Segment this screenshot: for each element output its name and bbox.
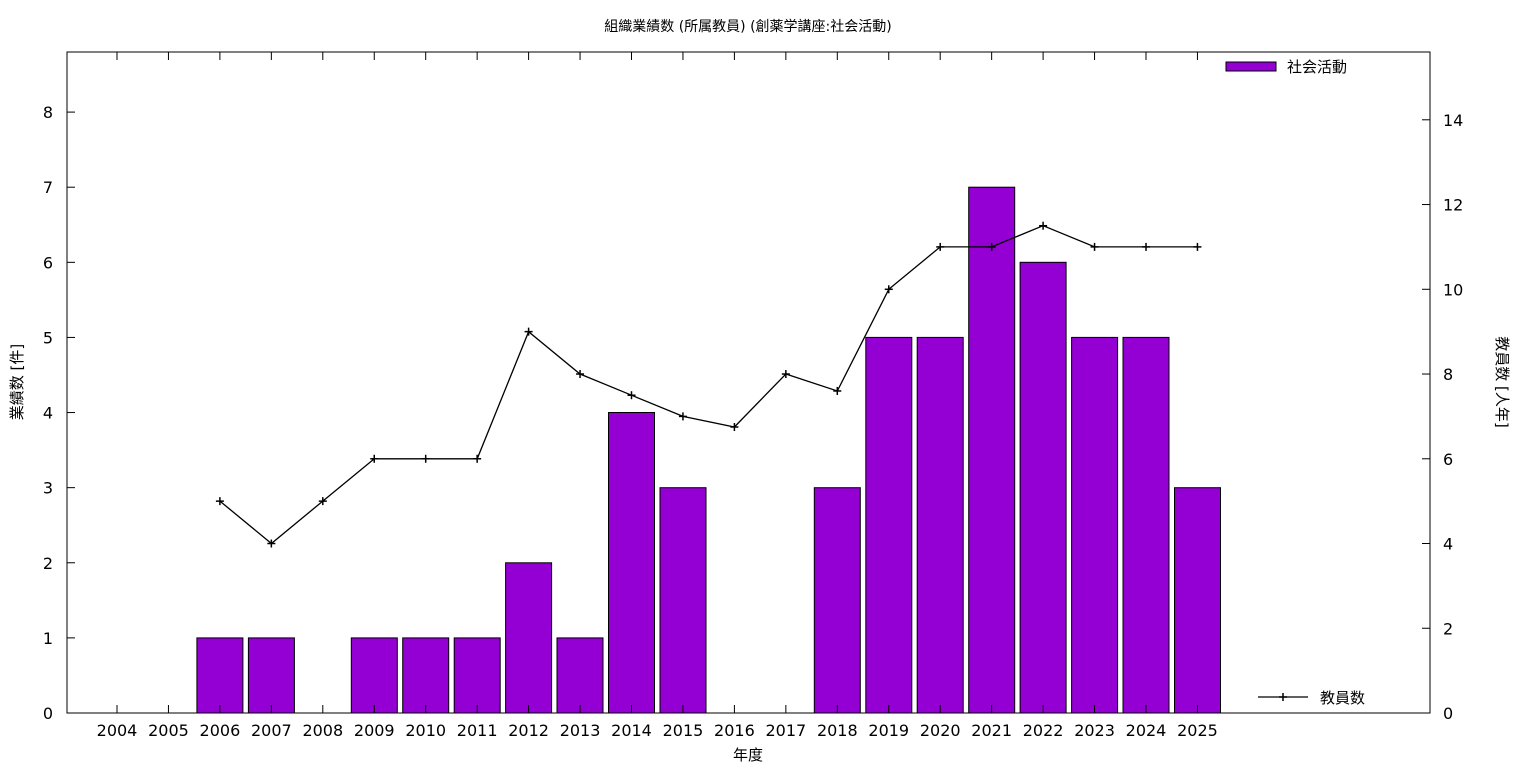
x-tick-label: 2007 [251,721,292,740]
point-2007 [267,539,276,548]
x-tick-label: 2024 [1126,721,1167,740]
x-tick-label: 2020 [920,721,961,740]
legend-bar-label: 社会活動 [1287,58,1347,76]
y-tick-label: 4 [43,404,53,423]
x-tick-label: 2019 [868,721,909,740]
y2-tick-label: 10 [1443,280,1463,299]
x-tick-label: 2021 [971,721,1012,740]
y-tick-label: 7 [43,178,53,197]
bar-2012 [505,562,553,714]
point-2009 [370,454,379,463]
bar-2015 [659,487,707,714]
point-2020 [936,242,945,251]
point-2023 [1090,242,1099,251]
point-2024 [1142,242,1150,251]
legend-bar: 社会活動 [1225,58,1347,76]
x-tick-label: 2016 [714,721,755,740]
y2-tick-label: 0 [1443,704,1453,723]
y2-tick-label: 6 [1443,450,1453,469]
point-2014 [627,391,636,400]
x-tick-label: 2012 [508,721,549,740]
point-2012 [524,327,533,336]
y-tick-label: 3 [43,479,53,498]
y2-tick-label: 8 [1443,365,1453,384]
y-axis-title: 業績数 [件] [8,344,26,420]
y2-tick-label: 4 [1443,535,1453,554]
plot-frame [66,51,1431,714]
y-tick-label: 5 [43,328,53,347]
x-tick-label: 2022 [1023,721,1064,740]
bar-2009 [350,637,398,714]
line-layer [215,221,1202,548]
bar-2013 [556,637,604,714]
y2-tick-label: 12 [1443,196,1463,215]
y-tick-label: 1 [43,629,53,648]
x-axis-ticks: 2004 2005 2006 2007 2008 2009 2010 2011 2012 2013… [97,52,1218,740]
x-tick-label: 2008 [302,721,343,740]
y-tick-label: 0 [43,704,53,723]
x-tick-label: 2025 [1177,721,1218,740]
bar-2022 [1019,261,1067,714]
point-2015 [678,412,687,421]
y-tick-label: 8 [43,103,53,122]
legend-line-label: 教員数 [1320,689,1365,707]
bar-2019 [865,336,913,714]
x-tick-label: 2005 [148,721,189,740]
bar-2023 [1071,336,1119,714]
x-tick-label: 2006 [200,721,241,740]
bars-layer [196,186,1221,714]
y-tick-label: 2 [43,554,53,573]
faculty-count-line [219,224,1198,545]
bar-2021 [968,186,1016,714]
y2-tick-label: 2 [1443,619,1453,638]
x-tick-label: 2009 [354,721,395,740]
point-2011 [473,454,482,463]
bar-2024 [1122,336,1170,714]
y2-tick-label: 14 [1443,111,1463,130]
x-tick-label: 2015 [663,721,704,740]
point-2006 [215,497,224,506]
y2-axis-ticks: 0 2 4 6 8 10 12 14 [1422,111,1463,723]
x-tick-label: 2011 [457,721,498,740]
point-2016 [730,422,739,431]
point-2025 [1193,242,1202,251]
point-2008 [318,497,327,506]
bar-2006 [196,637,244,714]
point-2013 [576,370,585,379]
x-axis-title: 年度 [733,746,763,764]
bar-2010 [402,637,450,714]
x-tick-label: 2018 [817,721,858,740]
bar-2011 [453,637,501,714]
point-2017 [781,370,790,379]
bar-2025 [1174,487,1221,714]
bar-2007 [247,637,295,714]
point-2022 [1039,221,1048,230]
y-axis-ticks: 0 1 2 3 4 5 6 7 8 [43,103,75,723]
legend-bar-swatch [1225,61,1277,72]
x-tick-label: 2004 [97,721,138,740]
bar-2018 [813,487,861,714]
point-2021 [987,242,996,251]
point-2018 [833,386,842,395]
y2-axis-title: 教員数 [人年] [1493,336,1511,427]
point-2010 [421,454,430,463]
bar-2020 [916,336,964,714]
x-tick-label: 2014 [611,721,652,740]
x-tick-label: 2023 [1074,721,1115,740]
x-tick-label: 2010 [405,721,446,740]
y-tick-label: 6 [43,253,53,272]
x-tick-label: 2017 [765,721,806,740]
x-tick-label: 2013 [560,721,601,740]
legend-line: 教員数 [1258,689,1365,707]
point-2019 [884,285,893,294]
chart-title: 組織業績数 (所属教員) (創薬学講座:社会活動) [604,19,891,35]
bar-2014 [608,412,655,714]
